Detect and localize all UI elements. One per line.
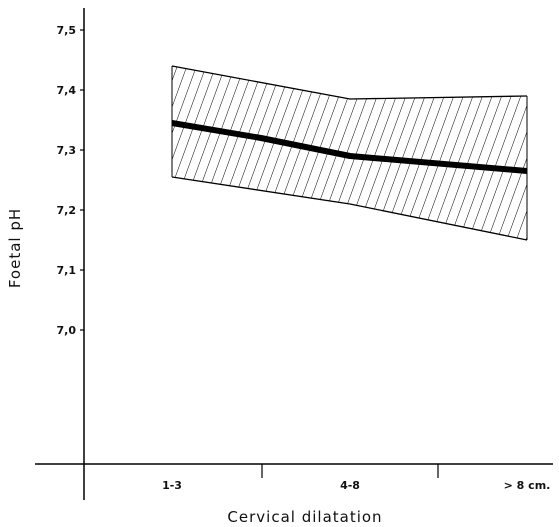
x-tick-label: > 8 cm.	[504, 479, 551, 492]
y-axis-title: Foetal pH	[6, 208, 24, 288]
y-tick-label: 7,0	[57, 324, 77, 337]
axes-layer	[35, 8, 553, 500]
x-tick-label: 1-3	[162, 479, 182, 492]
band-upper-edge	[171, 65, 528, 100]
band-lower-edge	[171, 176, 528, 241]
y-tick-label: 7,1	[57, 264, 77, 277]
mean-layer	[171, 120, 528, 174]
label-layer: 7,5 7,4 7,3 7,2 7,1 7,0 1-3 4-8 > 8 cm.	[57, 24, 551, 492]
mean-line	[171, 120, 528, 174]
y-tick-label: 7,3	[57, 144, 77, 157]
x-axis-title: Cervical dilatation	[227, 508, 382, 526]
y-tick-label: 7,2	[57, 204, 77, 217]
y-tick-label: 7,4	[57, 84, 77, 97]
x-tick-label: 4-8	[340, 479, 360, 492]
y-tick-label: 7,5	[57, 24, 77, 37]
